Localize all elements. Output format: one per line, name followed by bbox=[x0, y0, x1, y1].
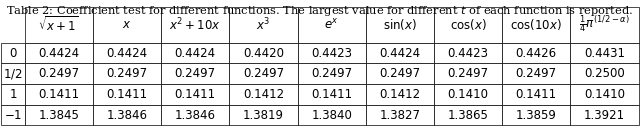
Text: Table 2: Coefficient test for different functions. The largest value for differe: Table 2: Coefficient test for different … bbox=[6, 4, 634, 18]
